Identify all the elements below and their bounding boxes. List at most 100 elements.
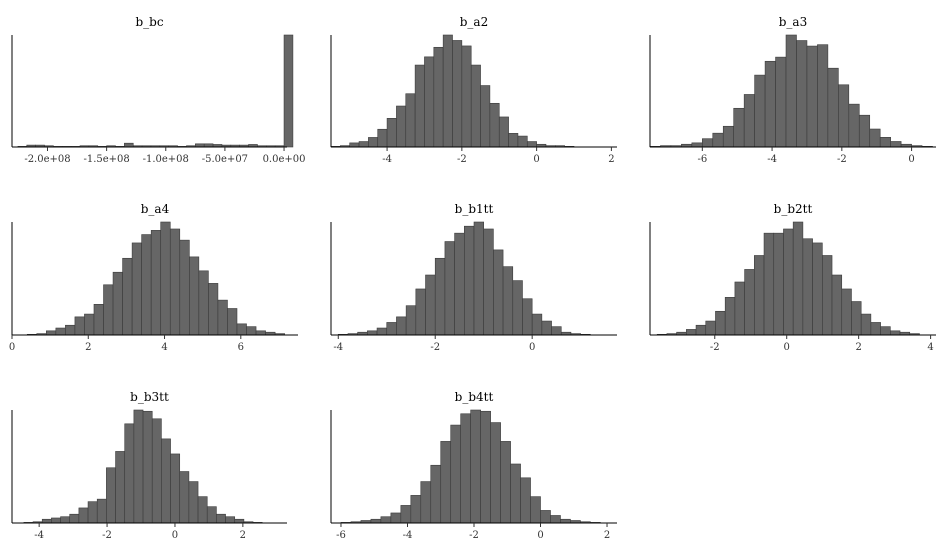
histogram-bar <box>161 438 171 524</box>
histogram-bar <box>792 221 804 336</box>
histogram-bar <box>442 34 453 148</box>
histogram-bar <box>189 256 200 336</box>
histogram-bar <box>55 327 66 336</box>
histogram-bar <box>890 330 901 336</box>
panel-title: b_b3tt <box>130 390 169 404</box>
x-tick-label: -2 <box>469 530 479 541</box>
histogram-bar <box>520 477 531 524</box>
histogram-panel-b-b2tt: b_b2tt -2 0 2 4 <box>649 202 936 353</box>
histogram-bar <box>87 501 98 524</box>
histogram-bar <box>150 230 162 336</box>
histogram-bar <box>510 463 521 524</box>
x-tick-label: -2.0e+08 <box>24 154 70 165</box>
histogram-bar <box>722 125 734 148</box>
panel-title: b_a2 <box>460 15 488 29</box>
histogram-bar <box>198 270 209 336</box>
histogram-bar <box>560 518 571 524</box>
histogram-bar <box>773 232 784 336</box>
histogram-bar <box>179 239 190 336</box>
x-tick-label: 6 <box>238 342 244 353</box>
histogram-bar <box>724 297 736 336</box>
histogram-bar <box>206 506 217 524</box>
histogram-bar <box>124 142 134 148</box>
histogram-bar <box>69 513 80 524</box>
x-tick-label: -1.5e+08 <box>83 154 129 165</box>
histogram-bar <box>715 310 726 336</box>
histogram-bar <box>490 422 501 524</box>
histogram-bar <box>530 496 541 524</box>
x-tick-label: -4 <box>333 342 343 353</box>
x-tick-label: -6 <box>697 154 707 165</box>
histogram-bar <box>368 137 379 148</box>
histogram-bar <box>838 84 850 148</box>
histogram-bar <box>550 515 561 524</box>
histogram-bar <box>541 320 552 336</box>
histogram-bar <box>380 516 392 524</box>
x-tick-label: -5.0e+07 <box>202 154 248 165</box>
histogram-bar <box>386 322 397 336</box>
panel-title: b_a4 <box>141 202 170 216</box>
histogram-bar <box>74 316 85 336</box>
panel-title: b_a3 <box>779 15 807 29</box>
x-tick-label: 2 <box>604 530 610 541</box>
histogram-bar <box>464 225 475 336</box>
histogram-bar <box>858 114 871 148</box>
histogram-bar <box>84 313 95 336</box>
histogram-bar <box>358 141 369 148</box>
histogram-bar <box>822 255 833 336</box>
histogram-bar <box>812 242 823 336</box>
histogram-bar <box>131 242 142 336</box>
x-tick-label: 4 <box>161 342 167 353</box>
histogram-bar <box>169 228 181 336</box>
histogram-bar <box>754 255 765 336</box>
x-tick-label: -4 <box>382 154 392 165</box>
histogram-bar <box>848 103 860 148</box>
histogram-bar <box>390 512 402 524</box>
histogram-bar <box>444 241 455 336</box>
histogram-bar <box>246 326 257 336</box>
histogram-bar <box>480 85 491 148</box>
histogram-bar <box>400 505 412 524</box>
histogram-panel-b-a4: b_a4 0 2 4 6 <box>9 202 298 353</box>
histogram-bar <box>160 221 171 336</box>
histogram-bar <box>517 135 528 148</box>
histogram-bar <box>234 518 245 524</box>
x-tick-label: 0.0e+00 <box>263 154 306 165</box>
histogram-bar <box>695 324 707 336</box>
histogram-bar <box>452 40 463 148</box>
histogram-bar <box>733 107 745 148</box>
x-tick-label: -2 <box>710 342 720 353</box>
histogram-bar <box>367 330 378 336</box>
panel-title: b_b2tt <box>774 202 813 216</box>
histogram-bar <box>712 132 724 148</box>
histogram-bar <box>410 495 422 524</box>
histogram-bar <box>508 133 519 148</box>
histogram-bar <box>142 410 153 524</box>
histogram-bar <box>879 137 891 148</box>
x-tick-label: -4 <box>403 530 413 541</box>
panel-title: b_b1tt <box>455 202 494 216</box>
histogram-bar <box>227 308 238 336</box>
histogram-bar <box>415 288 426 336</box>
histogram-bar <box>831 274 843 336</box>
histogram-bar <box>236 323 247 336</box>
histogram-bar <box>890 141 902 148</box>
histogram-bar <box>115 451 126 524</box>
histogram-bar <box>802 238 813 336</box>
histogram-bar <box>434 257 446 336</box>
histogram-bar <box>526 141 537 148</box>
x-tick-label: -6 <box>336 530 346 541</box>
x-tick-label: 0 <box>529 342 535 353</box>
x-tick-label: 0 <box>537 530 543 541</box>
histogram-bar <box>461 45 472 148</box>
histogram-panel-b-a3: b_a3 -6 -4 -2 0 <box>649 15 936 165</box>
histogram-bar <box>686 329 697 336</box>
histogram-bar <box>880 326 891 336</box>
histogram-bar <box>460 413 471 524</box>
histogram-bar <box>473 221 484 336</box>
histogram-bar <box>197 496 208 524</box>
histogram-bar <box>841 288 852 336</box>
histogram-bar <box>500 441 511 524</box>
x-tick-label: 0 <box>533 154 539 165</box>
histogram-bar <box>869 128 881 148</box>
